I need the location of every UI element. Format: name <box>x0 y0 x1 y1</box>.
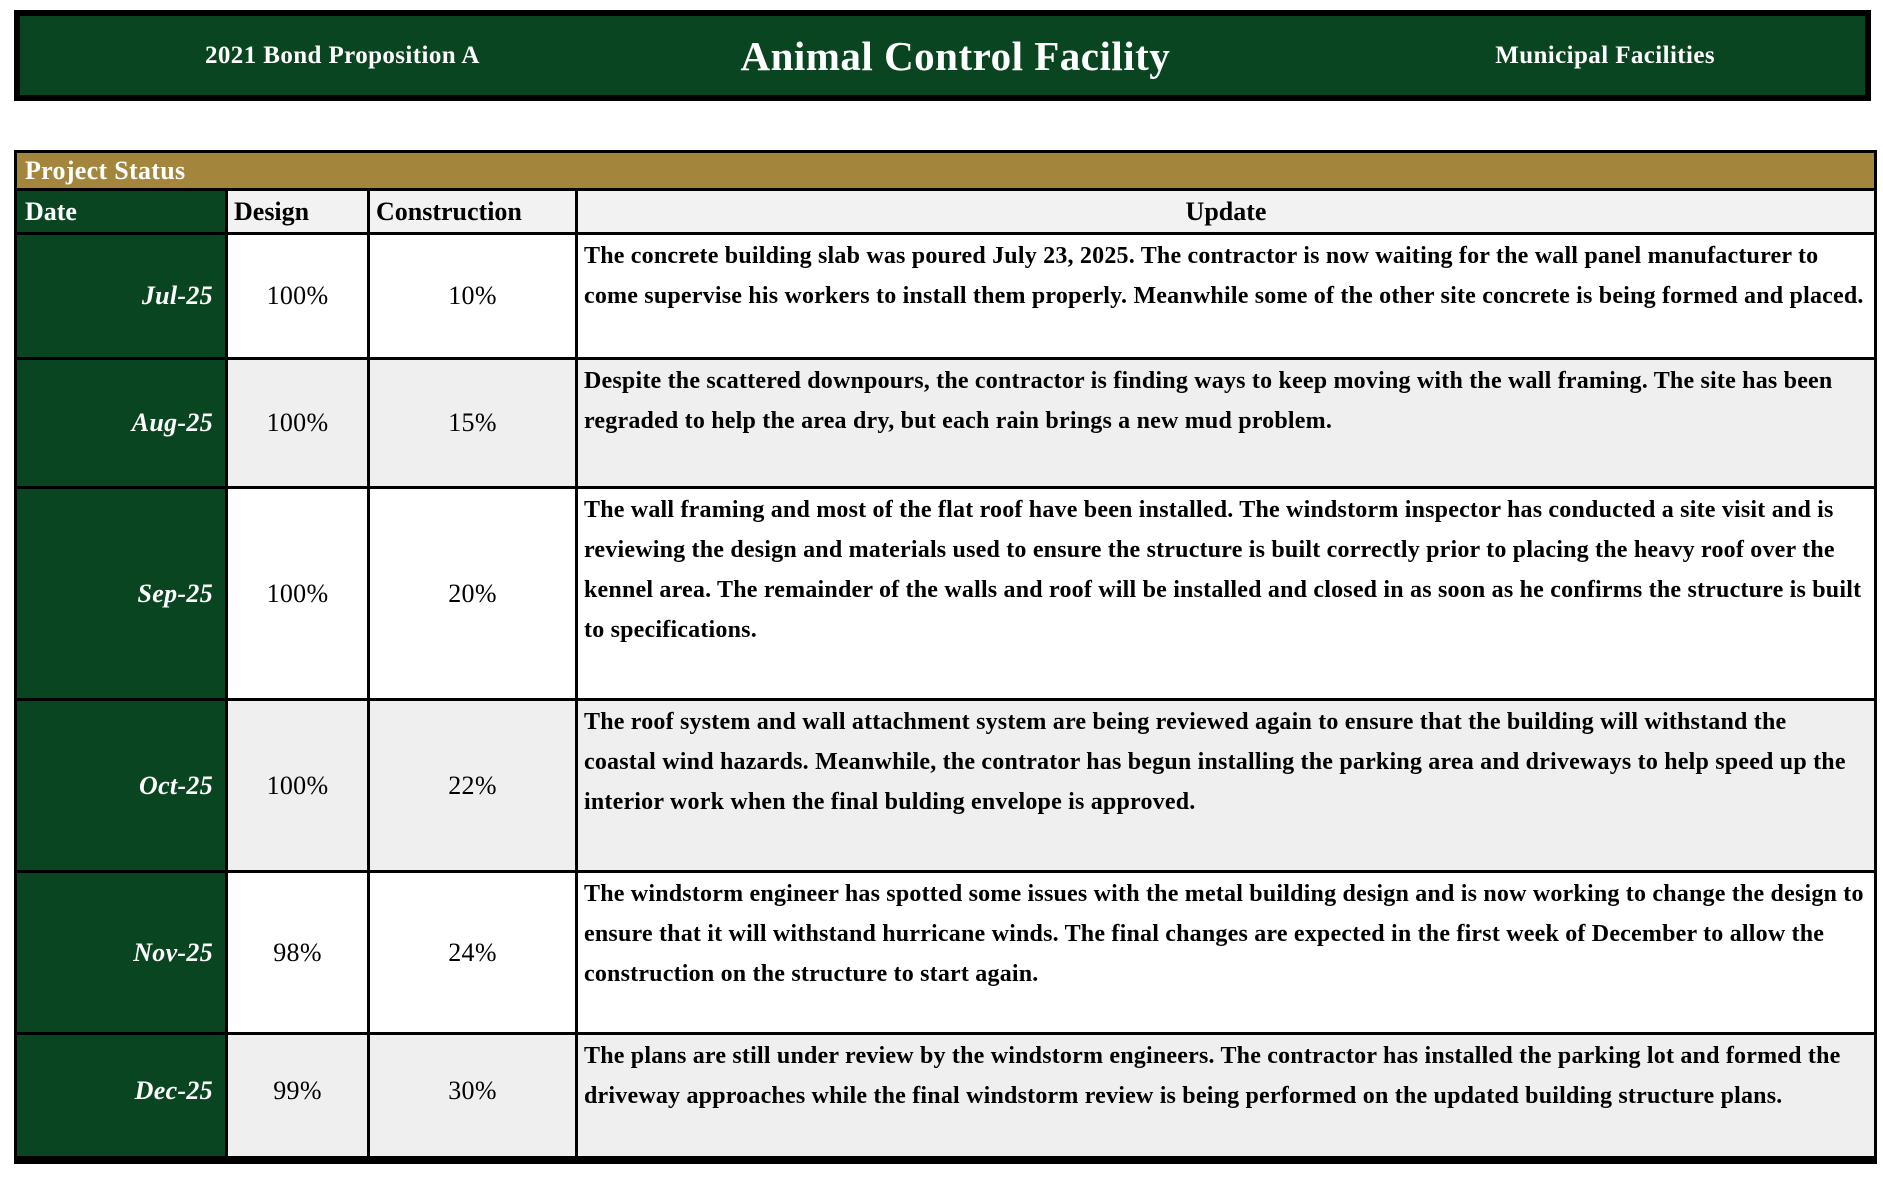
department-label: Municipal Facilities <box>1495 41 1715 69</box>
construction-cell: 24% <box>370 873 578 1032</box>
design-percent: 99% <box>273 1076 322 1105</box>
report-banner: 2021 Bond Proposition A Animal Control F… <box>14 10 1871 101</box>
design-cell: 98% <box>228 873 370 1032</box>
update-text: The concrete building slab was poured Ju… <box>584 243 1864 309</box>
column-header-update: Update <box>1185 196 1267 226</box>
date-cell: Oct-25 <box>17 701 228 870</box>
date-cell: Nov-25 <box>17 873 228 1032</box>
date-value: Sep-25 <box>137 578 213 608</box>
design-percent: 100% <box>266 408 329 437</box>
date-value: Nov-25 <box>133 937 213 967</box>
construction-percent: 22% <box>448 770 497 800</box>
design-percent: 98% <box>273 937 322 967</box>
table-row: Jul-25 100% 10% The concrete building sl… <box>17 235 1874 360</box>
table-row: Nov-25 98% 24% The windstorm engineer ha… <box>17 873 1874 1035</box>
partial-update-cell <box>578 1147 1874 1156</box>
design-cell: 99% <box>228 1035 370 1147</box>
partial-next-row <box>17 1147 1874 1156</box>
column-header-design: Design <box>228 191 370 232</box>
construction-percent: 20% <box>448 578 497 608</box>
update-text: The roof system and wall attachment syst… <box>584 709 1846 815</box>
date-cell: Jul-25 <box>17 235 228 357</box>
design-cell: 100% <box>228 701 370 870</box>
date-cell: Aug-25 <box>17 360 228 486</box>
date-value: Dec-25 <box>134 1076 213 1105</box>
page-title: Animal Control Facility <box>740 32 1171 79</box>
construction-cell: 22% <box>370 701 578 870</box>
table-row: Dec-25 99% 30% The plans are still under… <box>17 1035 1874 1147</box>
design-cell: 100% <box>228 489 370 698</box>
update-cell: The wall framing and most of the flat ro… <box>578 489 1874 698</box>
design-percent: 100% <box>266 281 329 310</box>
construction-percent: 15% <box>448 408 497 437</box>
partial-design-cell <box>228 1147 370 1156</box>
update-text: The windstorm engineer has spotted some … <box>584 881 1864 987</box>
construction-cell: 30% <box>370 1035 578 1147</box>
column-header-construction: Construction <box>370 191 578 232</box>
bond-proposition-label: 2021 Bond Proposition A <box>205 41 480 69</box>
construction-percent: 30% <box>448 1076 497 1105</box>
construction-percent: 24% <box>448 937 497 967</box>
table-header-row: Date Design Construction Update <box>17 191 1874 235</box>
table-body: Jul-25 100% 10% The concrete building sl… <box>17 235 1874 1147</box>
project-status-table: Project Status Date Design Construction … <box>14 150 1877 1164</box>
date-value: Jul-25 <box>141 281 213 310</box>
construction-cell: 20% <box>370 489 578 698</box>
section-title: Project Status <box>25 155 186 185</box>
column-header-date: Date <box>17 191 228 232</box>
construction-cell: 15% <box>370 360 578 486</box>
design-percent: 100% <box>266 578 329 608</box>
date-value: Oct-25 <box>139 770 213 800</box>
table-row: Oct-25 100% 22% The roof system and wall… <box>17 701 1874 873</box>
design-cell: 100% <box>228 360 370 486</box>
update-text: The plans are still under review by the … <box>584 1043 1841 1109</box>
date-value: Aug-25 <box>131 408 213 437</box>
table-row: Aug-25 100% 15% Despite the scattered do… <box>17 360 1874 489</box>
date-cell: Sep-25 <box>17 489 228 698</box>
design-cell: 100% <box>228 235 370 357</box>
update-cell: The plans are still under review by the … <box>578 1035 1874 1147</box>
partial-date-cell <box>17 1147 228 1156</box>
partial-construction-cell <box>370 1147 578 1156</box>
update-text: Despite the scattered downpours, the con… <box>584 368 1833 434</box>
design-percent: 100% <box>266 770 329 800</box>
update-cell: The windstorm engineer has spotted some … <box>578 873 1874 1032</box>
update-cell: The roof system and wall attachment syst… <box>578 701 1874 870</box>
section-title-bar: Project Status <box>17 153 1874 191</box>
construction-cell: 10% <box>370 235 578 357</box>
construction-percent: 10% <box>448 281 497 310</box>
update-text: The wall framing and most of the flat ro… <box>584 497 1862 643</box>
date-cell: Dec-25 <box>17 1035 228 1147</box>
table-row: Sep-25 100% 20% The wall framing and mos… <box>17 489 1874 701</box>
update-cell: Despite the scattered downpours, the con… <box>578 360 1874 486</box>
update-cell: The concrete building slab was poured Ju… <box>578 235 1874 357</box>
